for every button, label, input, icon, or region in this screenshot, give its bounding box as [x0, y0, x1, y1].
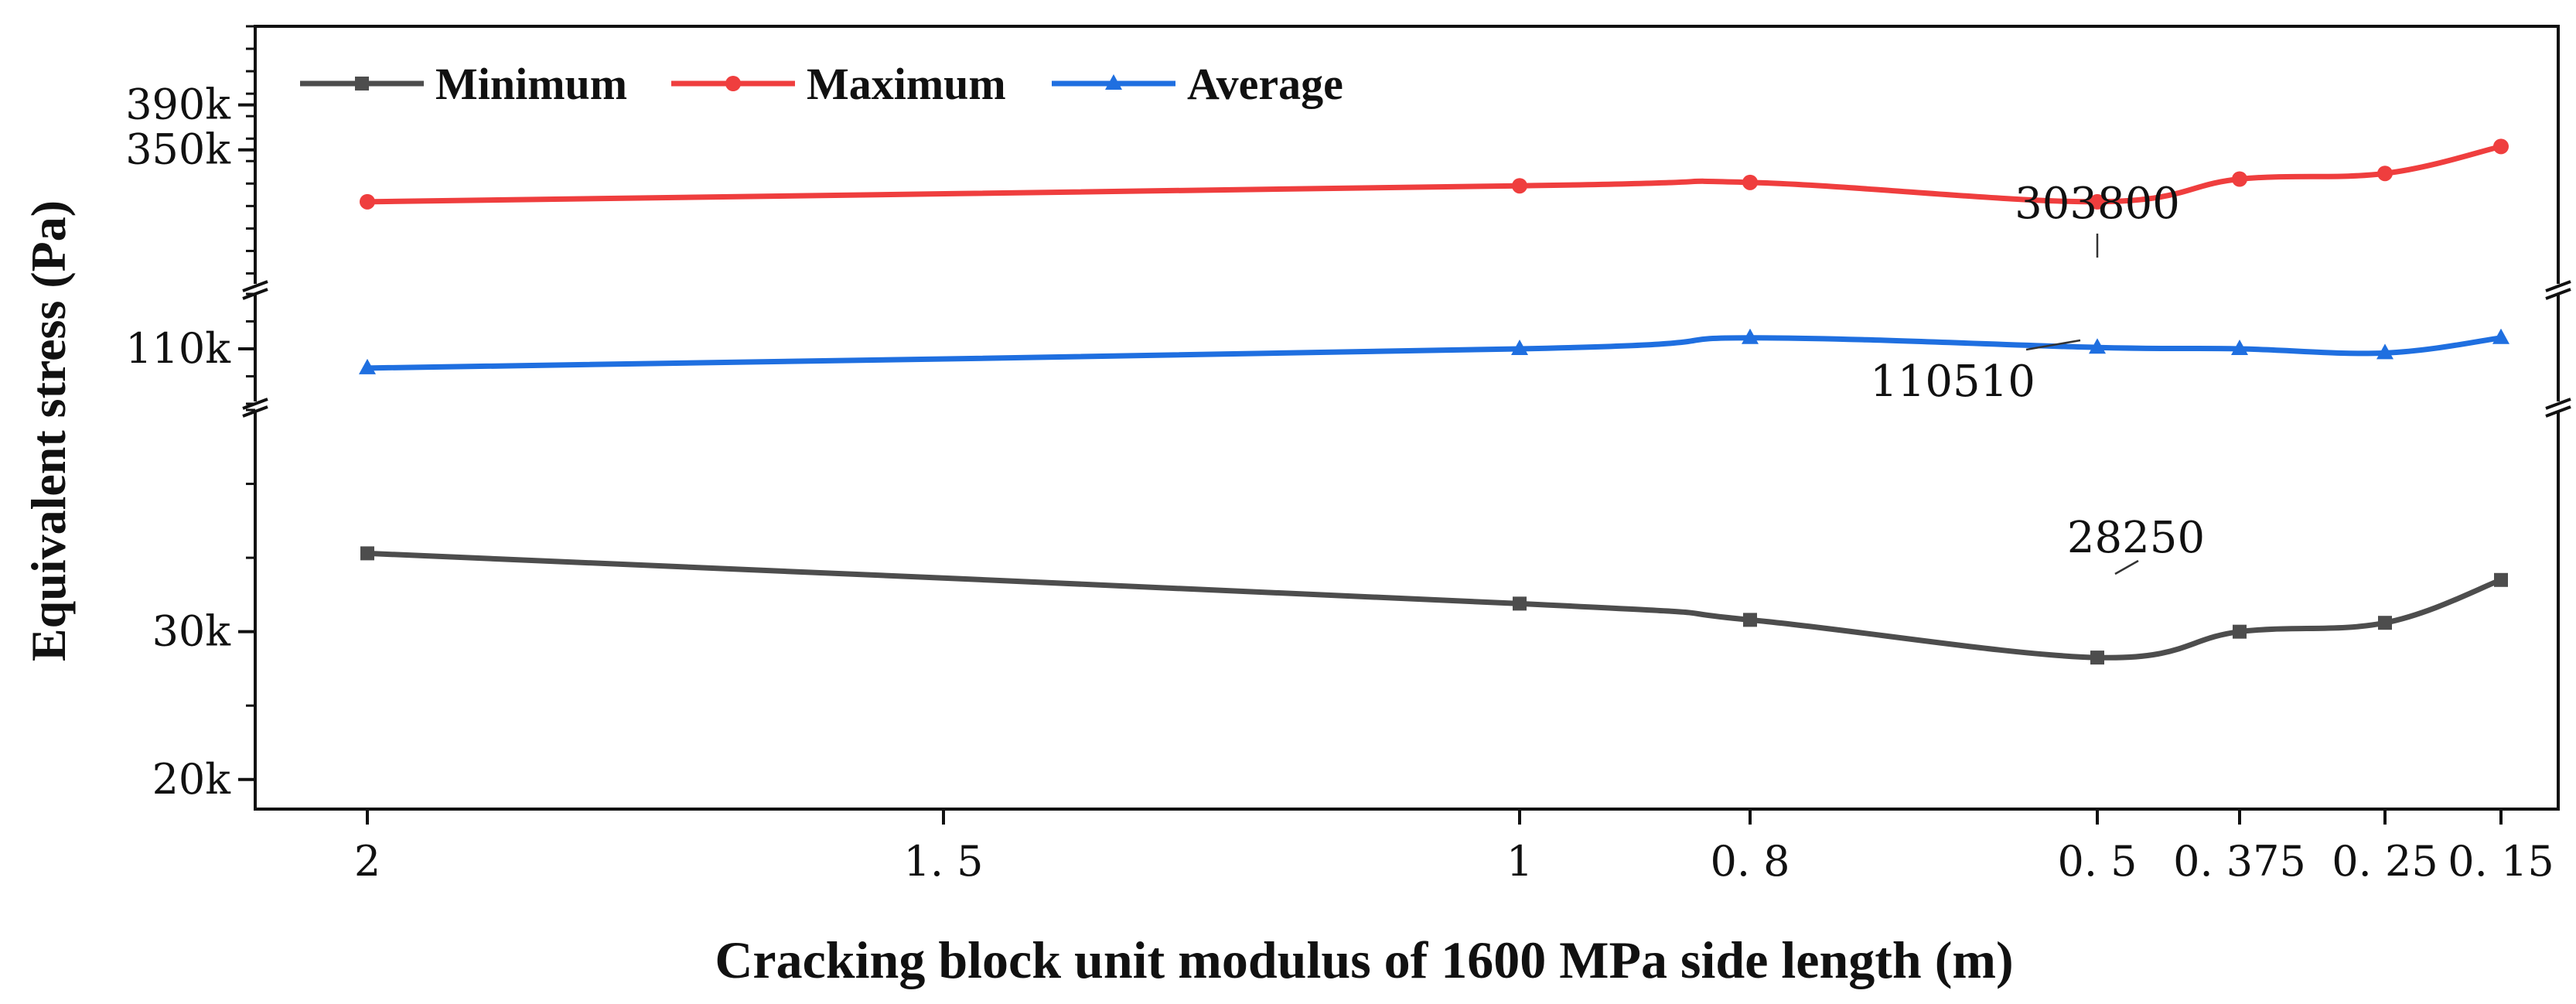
x-tick-label: 0. 15: [2448, 837, 2554, 886]
axis-break-mark: [242, 405, 268, 418]
axis-break-mark: [2545, 280, 2571, 292]
average-point: [1742, 328, 1759, 344]
x-tick-label: 1. 5: [903, 837, 983, 886]
minimum-point: [1513, 596, 1527, 611]
x-tick-label: 0. 8: [1710, 837, 1790, 886]
maximum-point: [2377, 166, 2393, 182]
axis-break-mark: [242, 280, 268, 292]
annotation-leader: [2025, 339, 2081, 351]
legend-label: Maximum: [807, 59, 1006, 109]
legend-swatch-marker: [725, 76, 741, 91]
annotation-leader: [2114, 559, 2139, 575]
legend-label: Minimum: [435, 59, 627, 109]
annotation-average: 110510: [1870, 357, 2035, 407]
legend: Minimum Maximum Average: [300, 59, 1343, 109]
y-tick-label: 20k: [152, 755, 232, 804]
maximum-point: [2232, 171, 2247, 187]
legend-label: Average: [1187, 59, 1343, 109]
legend-item-minimum: Minimum: [300, 59, 627, 109]
legend-item-maximum: Maximum: [671, 59, 1006, 109]
maximum-point: [1512, 178, 1527, 194]
average-point: [1511, 340, 1528, 355]
minimum-point: [2233, 624, 2247, 639]
legend-swatch-marker: [355, 77, 369, 90]
y-tick-label: 350k: [125, 125, 231, 174]
minimum-point: [2494, 572, 2508, 587]
x-tick-label: 1: [1506, 837, 1533, 886]
average-point: [2231, 340, 2248, 355]
average-point: [2089, 338, 2106, 354]
y-tick-label: 390k: [125, 80, 231, 129]
x-tick-label: 2: [354, 837, 380, 886]
axis-break-mark: [2545, 288, 2571, 300]
legend-swatch-marker: [1105, 74, 1122, 90]
average-point: [359, 358, 376, 374]
series-minimum: [360, 546, 2508, 665]
x-tick-label: 0. 5: [2057, 837, 2137, 886]
average-point: [2376, 343, 2393, 360]
annotation-maximum: 303800: [2015, 179, 2180, 229]
average-line: [367, 335, 2502, 371]
minimum-point: [2378, 616, 2392, 630]
x-tick-label: 0. 25: [2332, 837, 2438, 886]
y-axis-title: Equivalent stress (Pa): [21, 200, 76, 661]
minimum-line: [367, 550, 2503, 661]
legend-item-average: Average: [1052, 59, 1343, 109]
series-layer: [359, 138, 2509, 665]
annotation-minimum: 28250: [2067, 513, 2205, 563]
maximum-point: [1742, 174, 1758, 190]
average-point: [2492, 328, 2509, 344]
plot-frame: [242, 25, 2571, 811]
minimum-point: [360, 546, 374, 561]
series-maximum: [360, 138, 2509, 210]
maximum-point: [360, 193, 375, 210]
y-tick-label: 110k: [125, 324, 231, 373]
annotation-layer: 303800 110510 28250: [1870, 179, 2205, 575]
axis-break-mark: [2545, 405, 2571, 418]
x-axis-title: Cracking block unit modulus of 1600 MPa …: [715, 931, 2013, 989]
minimum-point: [2090, 651, 2104, 665]
maximum-point: [2090, 193, 2105, 210]
series-average: [359, 328, 2509, 374]
x-axis: 2 1. 5 1 0. 8 0. 5 0. 375 0. 25 0. 15: [354, 809, 2554, 886]
maximum-line: [367, 143, 2502, 205]
x-tick-label: 0. 375: [2173, 837, 2306, 886]
maximum-point: [2493, 138, 2509, 155]
minimum-point: [1743, 613, 1757, 627]
y-tick-label: 30k: [152, 607, 232, 656]
plot-border: [254, 25, 2560, 811]
axis-break-mark: [2545, 398, 2571, 410]
